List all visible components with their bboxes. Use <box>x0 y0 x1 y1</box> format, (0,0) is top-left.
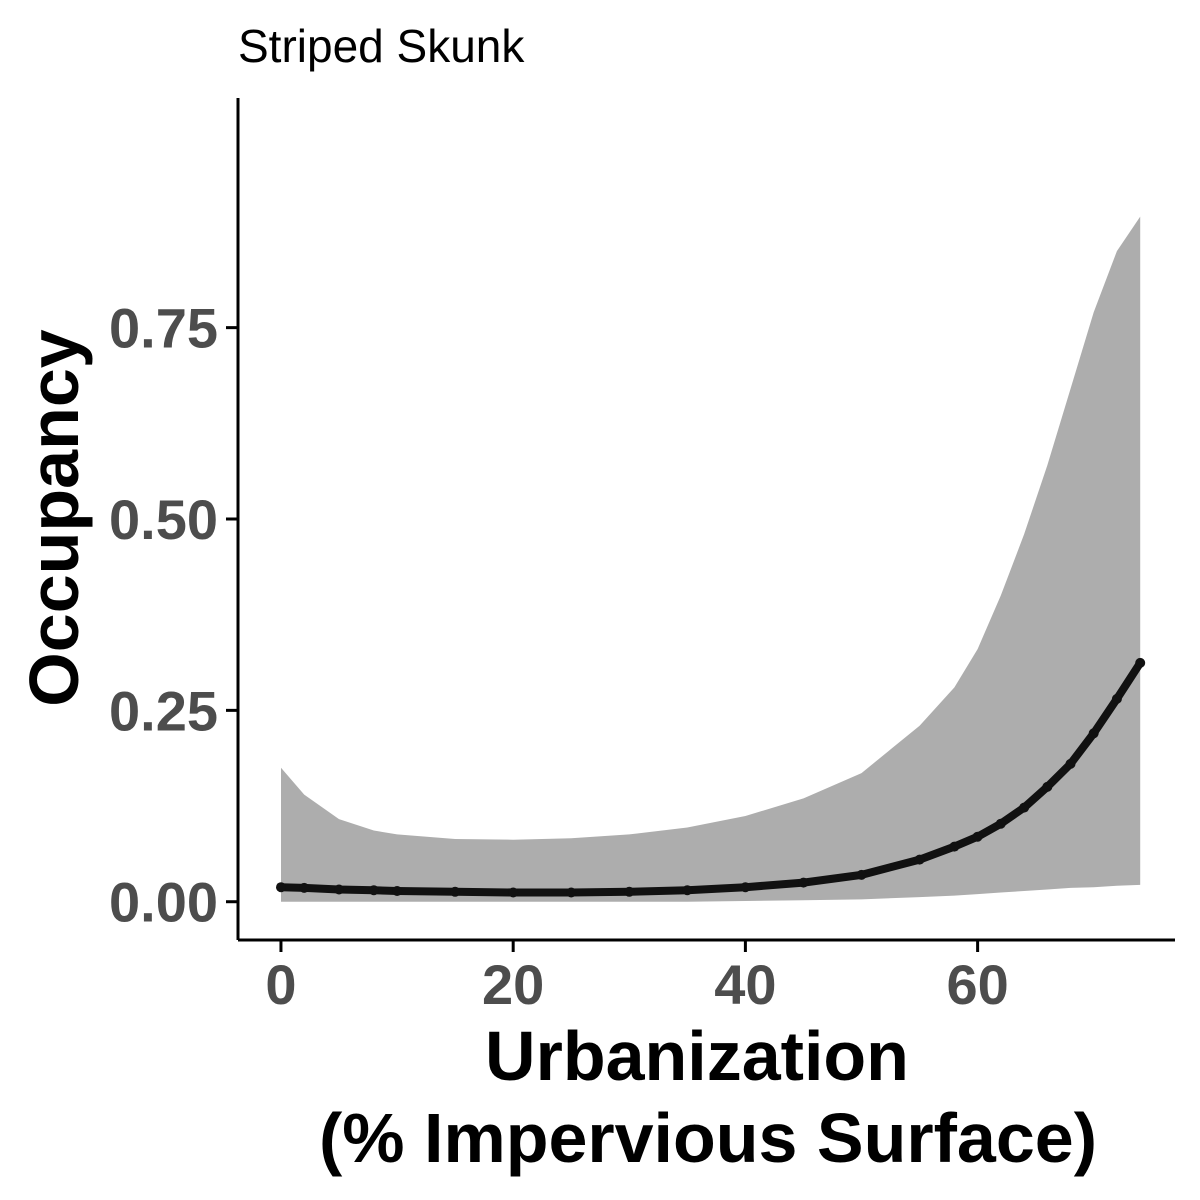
y-tick-label: 0.25 <box>109 679 218 742</box>
data-point <box>798 877 809 888</box>
data-point <box>914 854 925 865</box>
data-point <box>682 885 693 896</box>
data-point <box>276 882 286 893</box>
y-tick-label: 0.50 <box>109 488 218 551</box>
y-tick-label: 0.75 <box>109 297 218 360</box>
confidence-ribbon <box>281 216 1141 902</box>
data-point <box>450 886 461 897</box>
data-point <box>1088 728 1099 739</box>
x-tick-label: 60 <box>946 953 1008 1016</box>
axes: 0.00 0.25 0.50 0.75 0 20 40 60 <box>109 98 1175 1016</box>
data-point <box>334 884 344 895</box>
data-point <box>1019 802 1030 813</box>
x-axis-title-line-1: Urbanization <box>485 1017 909 1095</box>
x-tick-label: 40 <box>714 953 776 1016</box>
data-point <box>508 887 519 898</box>
data-point <box>856 869 867 880</box>
data-point <box>1065 758 1076 769</box>
x-tick-label: 20 <box>482 953 544 1016</box>
data-point <box>624 886 635 897</box>
chart-title: Striped Skunk <box>238 20 525 72</box>
data-point <box>949 841 960 852</box>
plot-area <box>276 216 1146 902</box>
data-point <box>972 831 983 842</box>
data-point <box>368 885 379 896</box>
data-point <box>392 886 403 896</box>
data-point <box>566 887 577 898</box>
data-point <box>995 818 1006 829</box>
data-point <box>1111 693 1122 704</box>
x-axis-title-line-2: (% Impervious Surface) <box>319 1099 1097 1177</box>
data-point <box>299 882 310 893</box>
y-axis-title: Occupancy <box>15 329 93 706</box>
y-tick-label: 0.00 <box>109 871 218 934</box>
data-point <box>1135 657 1146 668</box>
data-point <box>1042 781 1053 792</box>
x-tick-label: 0 <box>265 953 296 1016</box>
data-point <box>740 882 751 893</box>
